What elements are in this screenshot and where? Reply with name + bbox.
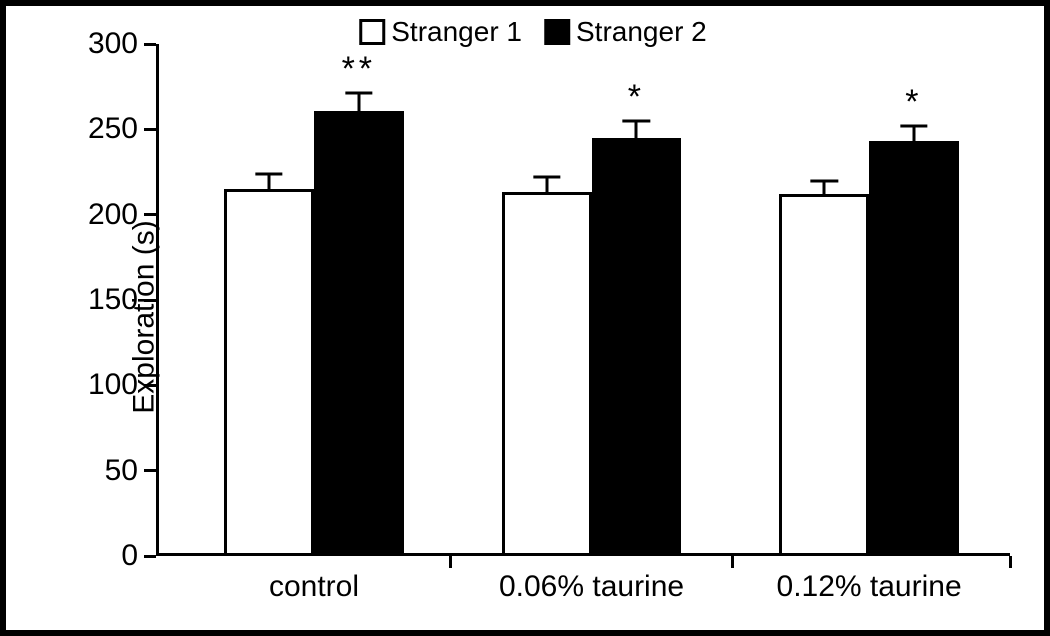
error-cap (811, 179, 838, 182)
error-cap (900, 124, 927, 127)
y-tick-label: 150 (88, 283, 138, 317)
y-tick-label: 100 (88, 368, 138, 402)
error-cap (623, 119, 650, 122)
bar-stranger-1 (224, 189, 314, 556)
error-bar (545, 177, 548, 192)
y-tick (144, 43, 156, 46)
bar-stranger-2 (314, 111, 404, 556)
error-bar (357, 94, 360, 111)
x-tick (731, 556, 734, 568)
legend-swatch-filled (544, 19, 570, 45)
y-tick (144, 384, 156, 387)
error-bar (912, 126, 915, 141)
y-tick-label: 300 (88, 27, 138, 61)
y-tick-label: 50 (105, 454, 138, 488)
bar-stranger-1 (779, 194, 869, 556)
error-bar (268, 174, 271, 189)
y-axis-line (156, 44, 159, 556)
plot-area: 050100150200250300control**0.06% taurine… (156, 44, 1010, 556)
bar-stranger-1 (502, 192, 592, 556)
error-bar (823, 181, 826, 195)
error-cap (255, 172, 282, 175)
significance-marker: * (905, 83, 922, 122)
x-tick-label: 0.06% taurine (499, 570, 684, 604)
y-tick (144, 469, 156, 472)
y-tick-label: 0 (121, 539, 138, 573)
x-tick (1009, 556, 1012, 568)
bar-stranger-2 (592, 138, 682, 556)
x-tick-label: 0.12% taurine (777, 570, 962, 604)
significance-marker: ** (342, 50, 376, 89)
x-tick-label: control (269, 570, 359, 604)
error-cap (345, 92, 372, 95)
y-tick (144, 299, 156, 302)
error-cap (533, 176, 560, 179)
legend-swatch-open (359, 19, 385, 45)
plot-wrap: Exploration (s) Stranger 1 Stranger 2 05… (46, 16, 1020, 618)
y-tick (144, 128, 156, 131)
error-bar (635, 121, 638, 138)
significance-marker: * (628, 78, 645, 117)
x-tick (449, 556, 452, 568)
y-tick-label: 200 (88, 198, 138, 232)
y-tick (144, 213, 156, 216)
y-tick (144, 555, 156, 558)
bar-stranger-2 (869, 141, 959, 556)
y-tick-label: 250 (88, 112, 138, 146)
figure-frame: Exploration (s) Stranger 1 Stranger 2 05… (0, 0, 1050, 636)
